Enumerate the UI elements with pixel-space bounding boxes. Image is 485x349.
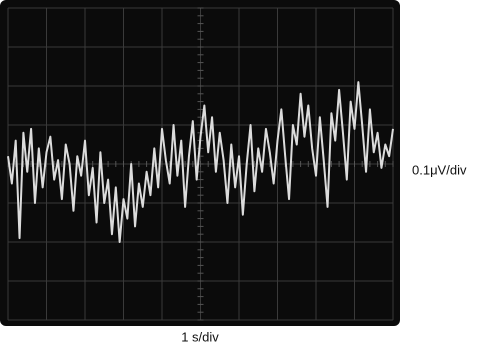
x-axis-label: 1 s/div [181, 329, 219, 344]
y-axis-label: 0.1μV/div [412, 162, 467, 177]
trace [7, 81, 394, 243]
